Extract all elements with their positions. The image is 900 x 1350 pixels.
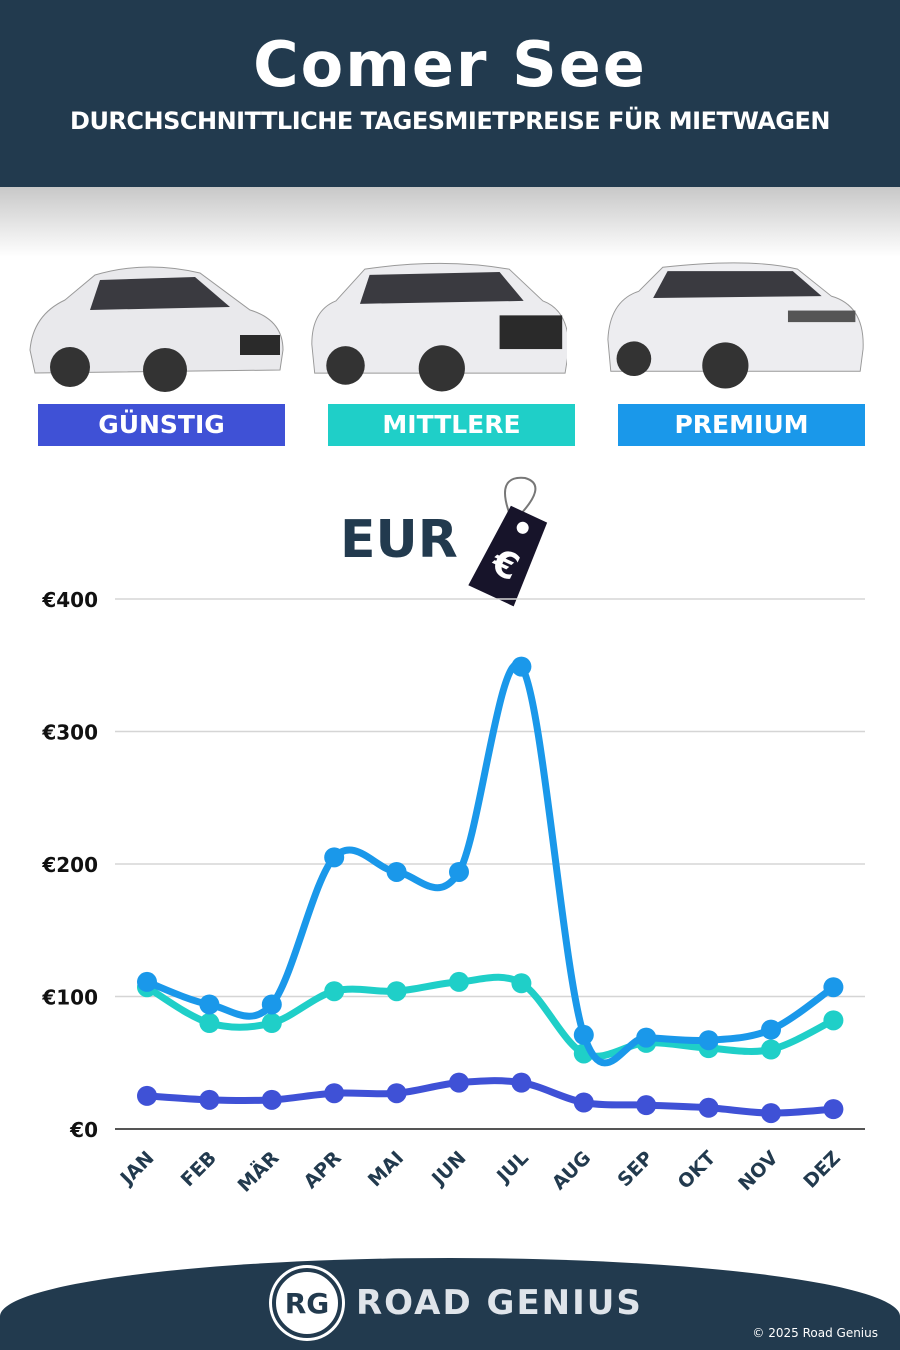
y-tick-label: €100 <box>41 986 98 1010</box>
data-point <box>261 994 282 1015</box>
x-tick-label: JAN <box>115 1147 159 1191</box>
data-point <box>573 1024 594 1045</box>
x-tick-label: AUG <box>548 1147 595 1194</box>
legend-premium: PREMIUM <box>618 404 865 446</box>
hatchback-car-image <box>29 266 284 392</box>
x-tick-label: NOV <box>734 1147 782 1195</box>
data-point <box>449 971 469 992</box>
y-tick-label: €200 <box>41 853 98 877</box>
footer <box>0 1258 900 1350</box>
data-point <box>761 1039 781 1060</box>
y-tick-label: €400 <box>41 588 98 612</box>
page-title: Comer See <box>253 28 647 101</box>
data-point <box>137 971 157 992</box>
series-line-günstig <box>143 1077 837 1117</box>
data-point <box>386 1083 407 1104</box>
data-point <box>636 1095 657 1116</box>
data-point <box>761 1019 781 1040</box>
data-point <box>698 1030 719 1051</box>
premium-suv-car-image <box>607 262 864 389</box>
data-point <box>199 994 220 1015</box>
data-point <box>511 1072 532 1093</box>
x-tick-label: FEB <box>177 1147 221 1191</box>
legend-gunstig: GÜNSTIG <box>38 404 285 446</box>
data-point <box>511 973 532 994</box>
x-tick-label: MAI <box>364 1147 408 1191</box>
euro-price-tag-icon: € <box>468 476 548 607</box>
data-point <box>823 1099 844 1120</box>
data-point <box>137 1085 157 1106</box>
data-point <box>324 981 345 1002</box>
logo-mark: RG <box>272 1268 342 1338</box>
data-point <box>823 977 844 998</box>
data-point <box>636 1027 657 1048</box>
data-point <box>386 861 407 882</box>
page-subtitle: DURCHSCHNITTLICHE TAGESMIETPREISE FÜR MI… <box>70 107 830 135</box>
data-point <box>449 861 469 882</box>
currency-label: EUR <box>340 510 458 570</box>
data-point <box>386 981 407 1002</box>
x-tick-label: DEZ <box>799 1147 845 1193</box>
data-point <box>324 847 345 868</box>
data-point <box>573 1092 594 1113</box>
y-tick-label: €300 <box>41 721 98 745</box>
road-genius-logo: RG ROAD GENIUS <box>272 1268 643 1338</box>
data-point <box>511 656 532 677</box>
data-point <box>261 1089 282 1110</box>
data-point <box>823 1010 844 1031</box>
brand-name: ROAD GENIUS <box>356 1283 643 1323</box>
x-tick-label: SEP <box>613 1147 657 1191</box>
data-point <box>698 1097 719 1118</box>
suv-car-image <box>311 262 567 392</box>
x-tick-label: JUL <box>491 1147 532 1188</box>
data-point <box>449 1072 469 1093</box>
x-tick-label: OKT <box>674 1147 721 1194</box>
data-point <box>324 1083 345 1104</box>
data-point <box>261 1013 282 1033</box>
header: Comer See DURCHSCHNITTLICHE TAGESMIETPRE… <box>0 0 900 187</box>
data-point <box>761 1103 781 1124</box>
data-point <box>199 1013 220 1033</box>
x-tick-label: MÄR <box>232 1145 283 1196</box>
legend-mittlere: MITTLERE <box>328 404 575 446</box>
header-shadow <box>0 187 900 257</box>
y-tick-label: €0 <box>69 1118 98 1142</box>
line-chart: €0 €100 €200 €300 €400 JAN FEB MÄR APR MAI JUN JUL A… <box>41 588 865 1197</box>
x-tick-label: JUN <box>426 1147 470 1191</box>
data-point <box>199 1089 220 1110</box>
copyright: © 2025 Road Genius <box>752 1326 878 1340</box>
x-tick-label: APR <box>300 1147 346 1193</box>
